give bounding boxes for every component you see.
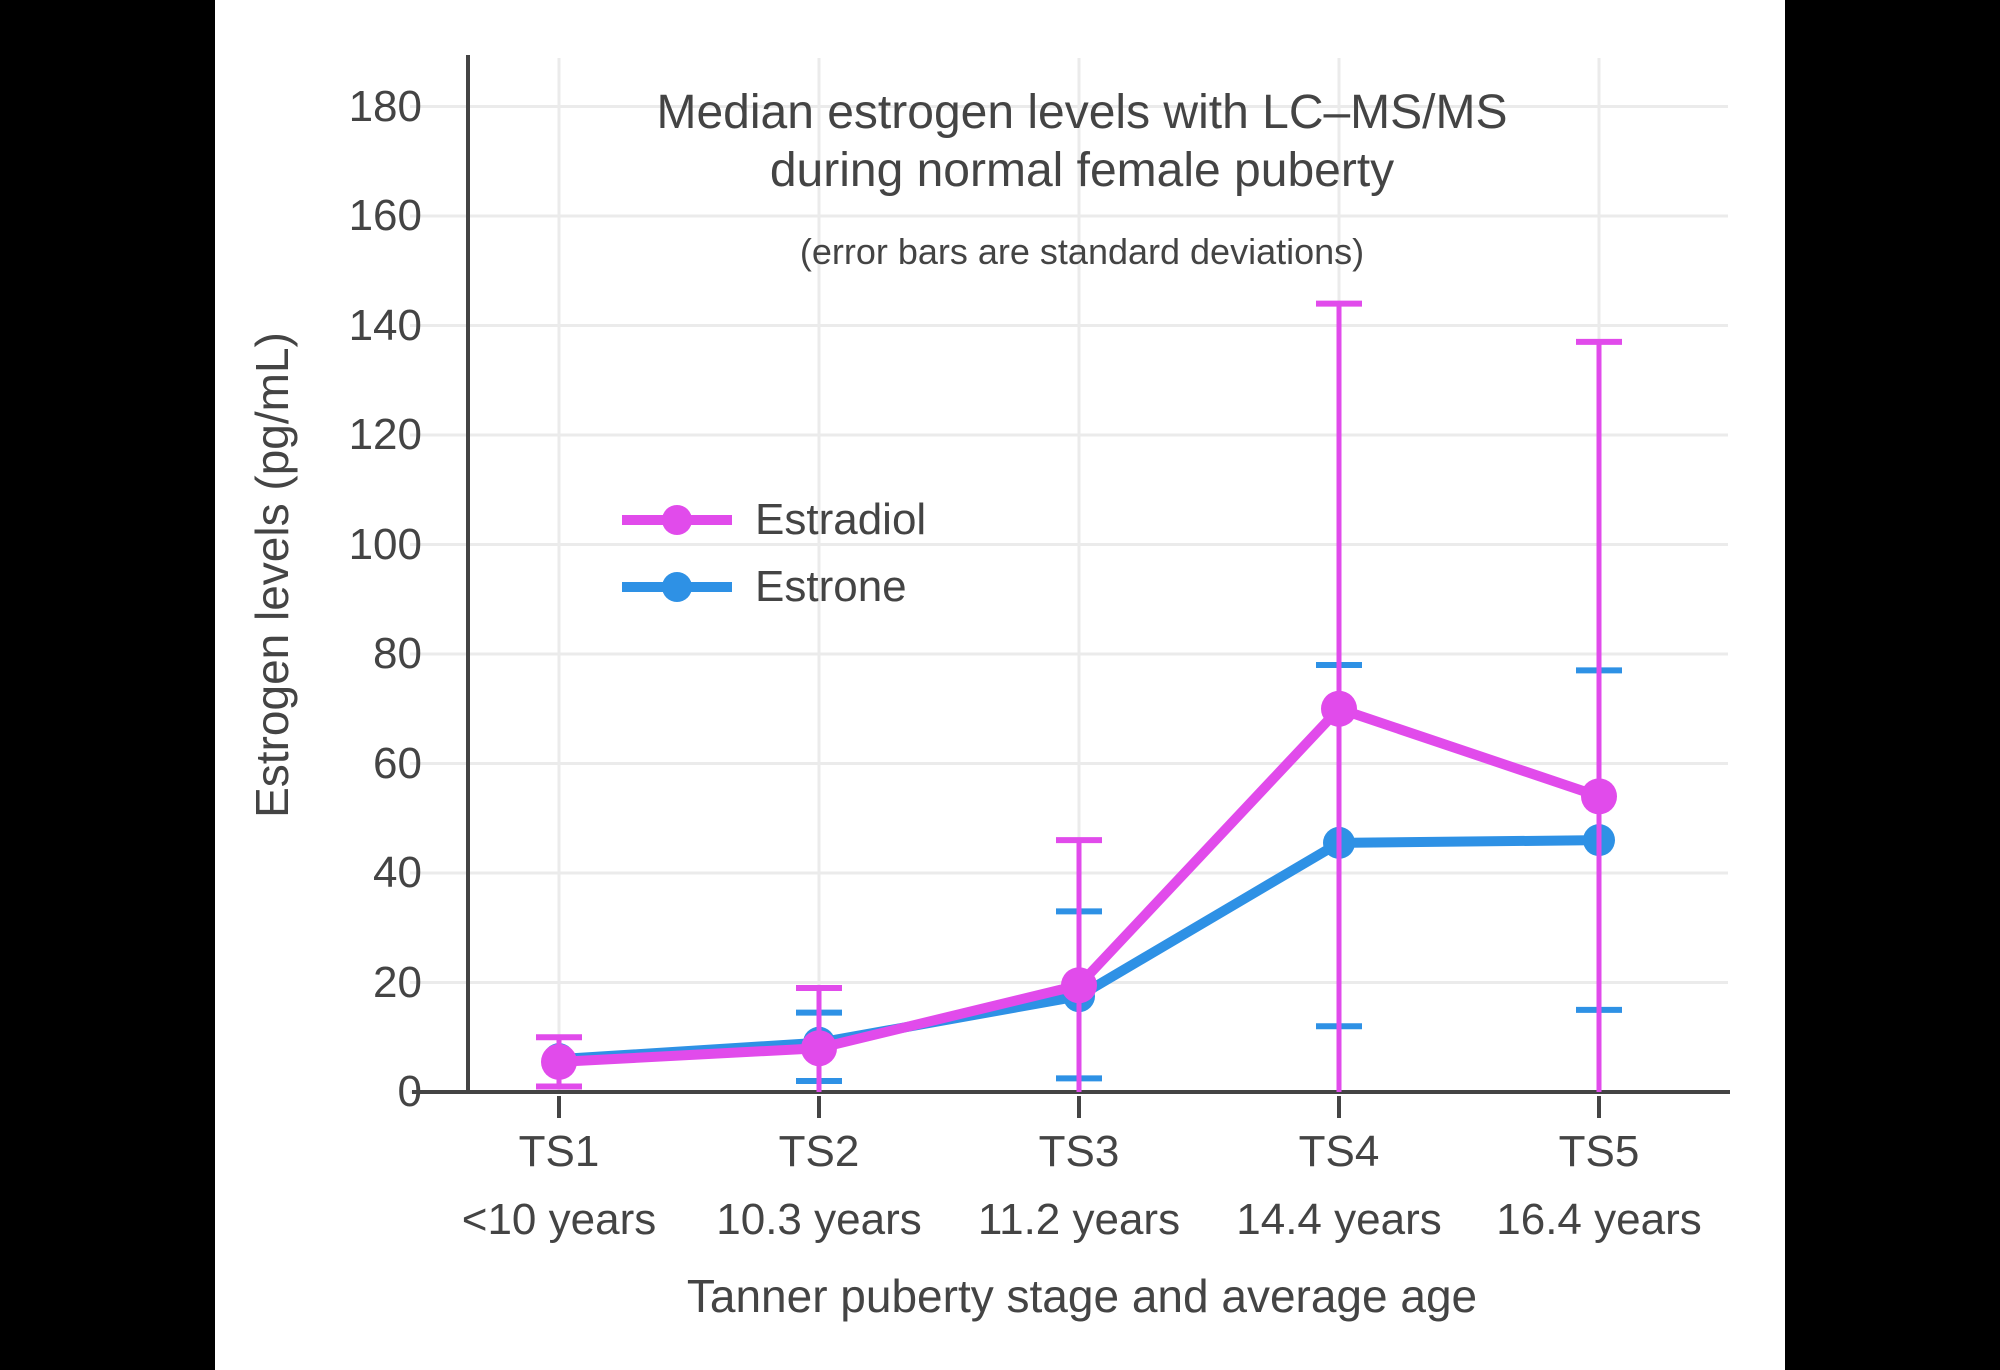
x-tick-label-age: 11.2 years <box>977 1195 1181 1244</box>
y-tick-label: 120 <box>348 410 422 459</box>
estradiol-marker <box>1581 778 1617 815</box>
x-tick-label-age: <10 years <box>461 1195 657 1244</box>
legend-item-label: Estradiol <box>755 495 927 544</box>
x-tick-label-stage: TS3 <box>1038 1127 1120 1176</box>
y-tick-label: 20 <box>373 957 422 1007</box>
x-tick-label-age: 16.4 years <box>1496 1195 1702 1244</box>
estradiol-marker <box>1321 690 1357 727</box>
estradiol-marker <box>541 1043 577 1080</box>
x-tick-label-age: 14.4 years <box>1236 1195 1442 1244</box>
chart-background-panel <box>215 0 1785 1370</box>
y-tick-label: 180 <box>348 81 422 131</box>
legend-item-label: Estrone <box>755 562 907 611</box>
y-tick-label: 0 <box>397 1067 422 1116</box>
x-tick-label-stage: TS1 <box>518 1127 600 1176</box>
estradiol-marker <box>801 1030 837 1067</box>
y-tick-label: 160 <box>348 191 422 240</box>
y-tick-label: 40 <box>373 848 422 897</box>
legend-sample-marker <box>662 505 692 535</box>
estradiol-marker <box>1061 967 1097 1004</box>
y-tick-label: 80 <box>373 629 422 678</box>
legend-sample-marker <box>662 572 692 602</box>
x-tick-label-age: 10.3 years <box>716 1195 922 1244</box>
y-tick-label: 140 <box>348 300 422 350</box>
chart-subtitle: (error bars are standard deviations) <box>799 231 1365 272</box>
chart-title-line2: during normal female puberty <box>769 144 1395 197</box>
chart-title-line1: Median estrogen levels with LC–MS/MS <box>656 86 1508 139</box>
y-tick-label: 100 <box>348 519 422 569</box>
x-axis-title: Tanner puberty stage and average age <box>686 1270 1478 1322</box>
y-tick-label: 60 <box>373 738 422 788</box>
x-tick-label-stage: TS2 <box>778 1127 860 1176</box>
x-tick-label-stage: TS4 <box>1298 1127 1380 1176</box>
x-tick-label-stage: TS5 <box>1558 1127 1640 1176</box>
